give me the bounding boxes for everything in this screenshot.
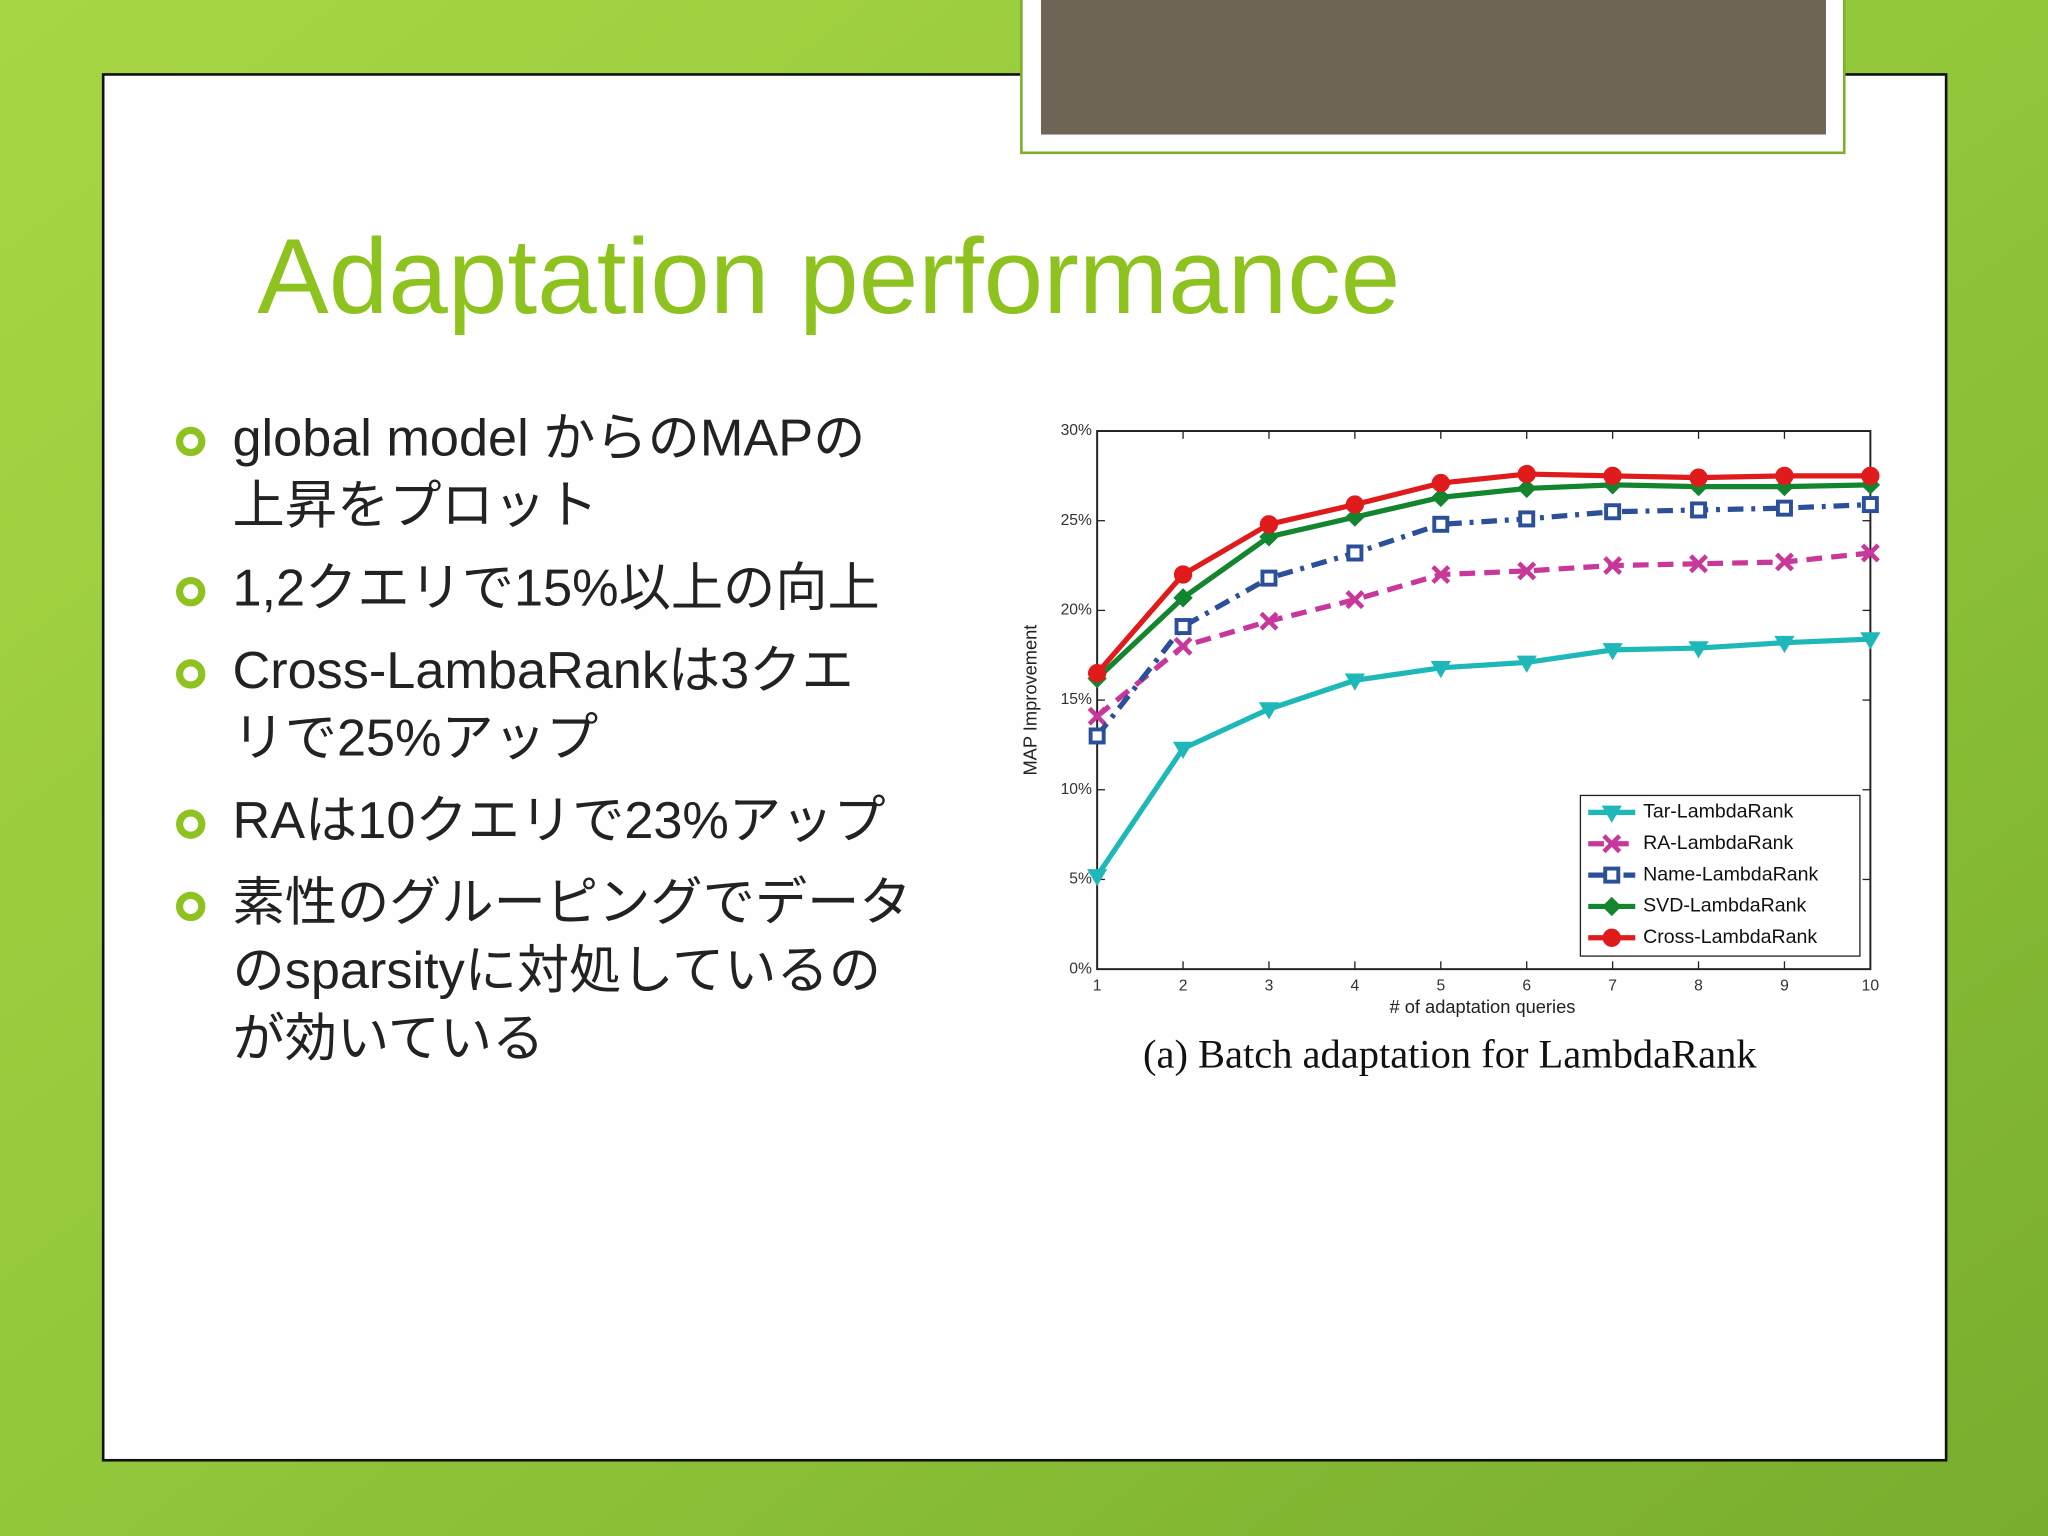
bullet-marker (176, 891, 206, 922)
series-line (1095, 471, 1871, 675)
marker (1173, 636, 1193, 656)
marker (1345, 495, 1365, 514)
series-line (1095, 482, 1871, 681)
bullet-text: 上昇をプロット (232, 477, 598, 535)
legend-label: Name-LambdaRank (1643, 863, 1818, 885)
y-axis-label: MAP Improvement (1020, 625, 1041, 776)
bullet-text: 1,2クエリで15%以上の向上 (232, 559, 879, 617)
x-tick-label: 3 (1265, 977, 1274, 994)
marker (1861, 496, 1879, 514)
bullet-text: が効いている (232, 1010, 544, 1068)
bullet-text: Cross-LambaRankは3クエ (232, 642, 853, 700)
x-tick-label: 10 (1862, 977, 1880, 994)
bullet-text: RAは10クエリで23%アップ (232, 792, 885, 850)
x-tick-label: 9 (1780, 977, 1789, 994)
marker (1344, 673, 1366, 691)
marker (1603, 556, 1623, 576)
marker (1431, 565, 1451, 584)
y-tick-label: 15% (1061, 691, 1092, 708)
bullet-text: リで25%アップ (232, 710, 598, 768)
marker (1517, 464, 1536, 484)
y-tick-label: 25% (1061, 512, 1092, 529)
y-tick-label: 0% (1069, 960, 1092, 977)
marker (1259, 527, 1279, 547)
marker (1688, 641, 1709, 659)
marker (1088, 727, 1106, 745)
x-tick-label: 2 (1179, 977, 1188, 994)
chart-caption: (a) Batch adaptation for LambdaRank (1143, 1031, 1757, 1076)
y-tick-label: 30% (1061, 422, 1092, 439)
marker (1087, 869, 1108, 887)
x-tick-label: 5 (1436, 977, 1445, 994)
marker (1346, 544, 1364, 562)
marker (1431, 473, 1450, 493)
marker (1775, 466, 1794, 486)
marker (1601, 805, 1622, 823)
series-line (1095, 501, 1871, 738)
marker (1603, 866, 1621, 884)
marker (1689, 554, 1708, 574)
marker (1260, 569, 1278, 587)
bullet-text: のsparsityに対処しているの (232, 942, 881, 1000)
bullet-text: global model からのMAPの (232, 409, 865, 467)
marker (1432, 515, 1450, 533)
slide-title: Adaptation performance (257, 216, 1400, 336)
marker (1861, 466, 1880, 486)
legend-label: SVD-LambdaRank (1643, 895, 1806, 917)
marker (1173, 565, 1193, 584)
marker (1259, 515, 1279, 534)
bullet-marker (176, 809, 206, 839)
bullet-text: 素性のグルーピングでデータ (232, 874, 911, 932)
bullet-marker (176, 659, 206, 689)
header-block (1040, 0, 1826, 135)
x-axis-label: # of adaptation queries (1390, 996, 1576, 1017)
x-tick-label: 4 (1351, 977, 1360, 994)
marker (1345, 507, 1365, 527)
marker (1602, 834, 1622, 854)
marker (1517, 561, 1537, 581)
marker (1775, 499, 1793, 517)
marker (1774, 552, 1794, 572)
marker (1174, 618, 1192, 636)
legend-label: RA-LambdaRank (1643, 832, 1793, 854)
marker (1604, 503, 1622, 521)
bullet-marker (176, 576, 206, 607)
marker (1690, 501, 1708, 519)
series-line (1094, 636, 1871, 878)
marker (1602, 643, 1623, 661)
x-tick-label: 1 (1093, 977, 1102, 994)
legend-label: Tar-LambdaRank (1643, 801, 1793, 823)
marker (1258, 702, 1280, 720)
x-tick-label: 7 (1608, 977, 1617, 994)
marker (1774, 635, 1795, 654)
marker (1088, 664, 1107, 683)
y-tick-label: 20% (1061, 602, 1092, 619)
marker (1518, 510, 1536, 528)
bullet-marker (176, 426, 206, 457)
marker (1430, 661, 1451, 679)
marker (1603, 466, 1622, 486)
marker (1860, 632, 1881, 650)
marker (1172, 741, 1194, 759)
x-tick-label: 8 (1694, 977, 1703, 994)
series-line (1095, 550, 1871, 719)
marker (1516, 655, 1537, 673)
marker (1860, 543, 1880, 563)
legend-label: Cross-LambdaRank (1643, 926, 1817, 948)
marker (1602, 896, 1622, 917)
marker (1087, 706, 1107, 726)
y-tick-label: 5% (1069, 871, 1092, 888)
marker (1431, 487, 1451, 508)
marker (1259, 611, 1279, 631)
y-tick-label: 10% (1061, 781, 1092, 798)
marker (1345, 590, 1365, 610)
x-tick-label: 6 (1522, 977, 1531, 994)
marker (1173, 588, 1193, 608)
marker (1689, 468, 1708, 487)
marker (1602, 928, 1621, 947)
marker (1517, 478, 1537, 499)
